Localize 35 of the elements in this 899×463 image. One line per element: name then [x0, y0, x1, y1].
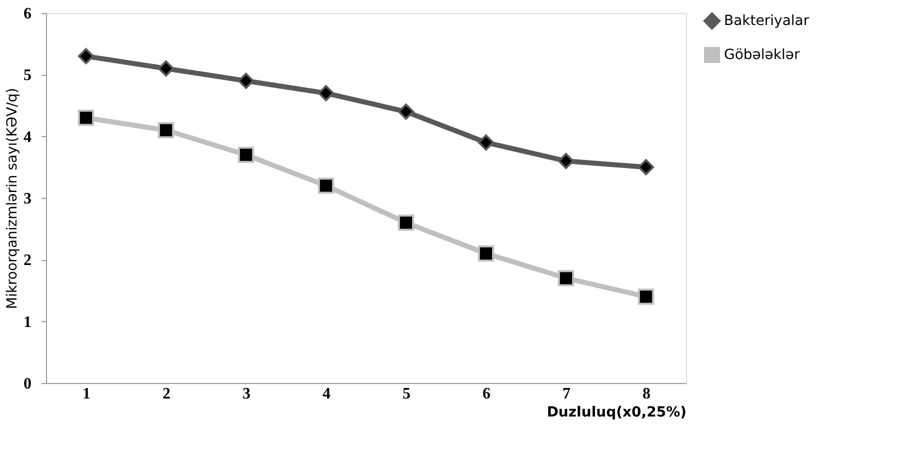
point	[638, 159, 654, 176]
point	[398, 104, 414, 120]
x-tick-label: 8	[642, 386, 650, 402]
x-tick-label: 6	[482, 386, 490, 402]
point	[478, 134, 494, 151]
x-tick-label: 4	[322, 386, 330, 402]
y-tick-label: 3	[24, 190, 32, 208]
x-tick-label: 5	[402, 386, 410, 402]
point	[318, 178, 334, 194]
point	[558, 270, 574, 286]
point	[318, 85, 334, 102]
point	[558, 152, 574, 170]
y-tick-label: 4	[24, 128, 32, 146]
point	[78, 110, 94, 126]
y-axis-title: Mikroorqanizmlərin sayı(KƏV/q)	[4, 88, 20, 310]
point	[158, 60, 174, 77]
x-tick-label: 7	[562, 386, 570, 402]
point	[638, 288, 654, 305]
x-axis-title: Duzluluq(x0,25%)	[546, 404, 686, 420]
y-tick-label: 2	[24, 252, 32, 270]
point	[238, 146, 254, 163]
y-tick-label: 5	[24, 67, 32, 84]
y-tick-label: 0	[24, 376, 32, 392]
x-tick-label: 1	[82, 386, 90, 402]
x-tick-label: 3	[242, 386, 250, 402]
point	[78, 48, 94, 64]
legend-label: Bakteriyalar	[724, 13, 810, 29]
point	[478, 245, 494, 262]
point	[238, 72, 254, 89]
y-tick-label: 6	[24, 6, 32, 22]
y-tick-label: 1	[24, 314, 32, 331]
legend-label: Göbələklər	[724, 47, 800, 63]
point	[398, 214, 414, 231]
point	[158, 122, 174, 138]
x-tick-label: 2	[162, 386, 170, 402]
